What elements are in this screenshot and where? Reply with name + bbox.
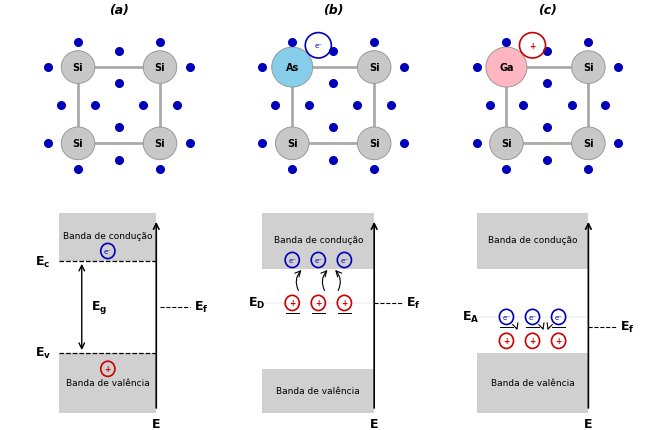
Text: E: E	[370, 417, 378, 430]
Text: +: +	[529, 42, 536, 51]
Text: +: +	[105, 365, 111, 373]
Text: E: E	[152, 417, 160, 430]
Text: +: +	[315, 299, 322, 308]
Text: $\mathbf{E_c}$: $\mathbf{E_c}$	[35, 254, 50, 269]
Text: Si: Si	[72, 63, 83, 73]
Circle shape	[61, 128, 95, 160]
Text: Si: Si	[155, 139, 165, 149]
Text: +: +	[503, 337, 510, 346]
Text: e⁻: e⁻	[554, 314, 563, 320]
Text: Si: Si	[369, 139, 380, 149]
Text: +: +	[341, 299, 347, 308]
Text: e⁻: e⁻	[340, 258, 348, 263]
Text: e⁻: e⁻	[529, 314, 536, 320]
Circle shape	[490, 128, 523, 160]
Circle shape	[571, 52, 605, 84]
Bar	[263, 369, 374, 413]
Text: $\mathbf{E_f}$: $\mathbf{E_f}$	[406, 296, 421, 311]
Text: Si: Si	[369, 63, 380, 73]
Text: Banda de valência: Banda de valência	[490, 378, 575, 387]
Circle shape	[143, 52, 177, 84]
Text: E: E	[584, 417, 593, 430]
Circle shape	[357, 52, 391, 84]
Text: $\mathbf{E_f}$: $\mathbf{E_f}$	[193, 300, 208, 315]
Text: +: +	[289, 299, 295, 308]
Text: $\mathbf{E_g}$: $\mathbf{E_g}$	[91, 299, 107, 316]
Text: e⁻: e⁻	[288, 258, 296, 263]
Bar	[60, 214, 157, 261]
Circle shape	[272, 48, 313, 88]
Text: Si: Si	[583, 139, 594, 149]
Circle shape	[357, 128, 391, 160]
Title: (a): (a)	[109, 4, 129, 17]
Text: Si: Si	[155, 63, 165, 73]
Text: Banda de valência: Banda de valência	[66, 378, 149, 387]
Title: (b): (b)	[323, 4, 344, 17]
Bar	[477, 214, 588, 269]
Circle shape	[276, 128, 309, 160]
Text: Si: Si	[583, 63, 594, 73]
Text: +: +	[529, 337, 536, 346]
Bar	[263, 214, 374, 269]
Title: (c): (c)	[538, 4, 557, 17]
Circle shape	[61, 52, 95, 84]
Text: Ga: Ga	[499, 63, 514, 73]
Circle shape	[143, 128, 177, 160]
Text: Banda de valência: Banda de valência	[276, 387, 360, 395]
Text: Banda de condução: Banda de condução	[63, 231, 153, 240]
Circle shape	[486, 48, 527, 88]
Text: e⁻: e⁻	[314, 258, 322, 263]
Text: $\mathbf{E_A}$: $\mathbf{E_A}$	[462, 310, 479, 325]
Text: Si: Si	[501, 139, 512, 149]
Text: Si: Si	[287, 139, 298, 149]
Text: Banda de condução: Banda de condução	[488, 235, 577, 244]
Text: e⁻: e⁻	[314, 43, 322, 49]
Text: e⁻: e⁻	[104, 249, 112, 255]
Text: Si: Si	[72, 139, 83, 149]
Text: +: +	[556, 337, 562, 346]
Text: e⁻: e⁻	[503, 314, 510, 320]
Text: $\mathbf{E_f}$: $\mathbf{E_f}$	[620, 319, 635, 335]
Text: $\mathbf{E_v}$: $\mathbf{E_v}$	[34, 345, 50, 361]
Text: $\mathbf{E_D}$: $\mathbf{E_D}$	[248, 296, 265, 311]
Bar	[477, 353, 588, 413]
Text: Banda de condução: Banda de condução	[274, 235, 363, 244]
Bar	[60, 353, 157, 413]
Text: As: As	[285, 63, 299, 73]
Circle shape	[571, 128, 605, 160]
